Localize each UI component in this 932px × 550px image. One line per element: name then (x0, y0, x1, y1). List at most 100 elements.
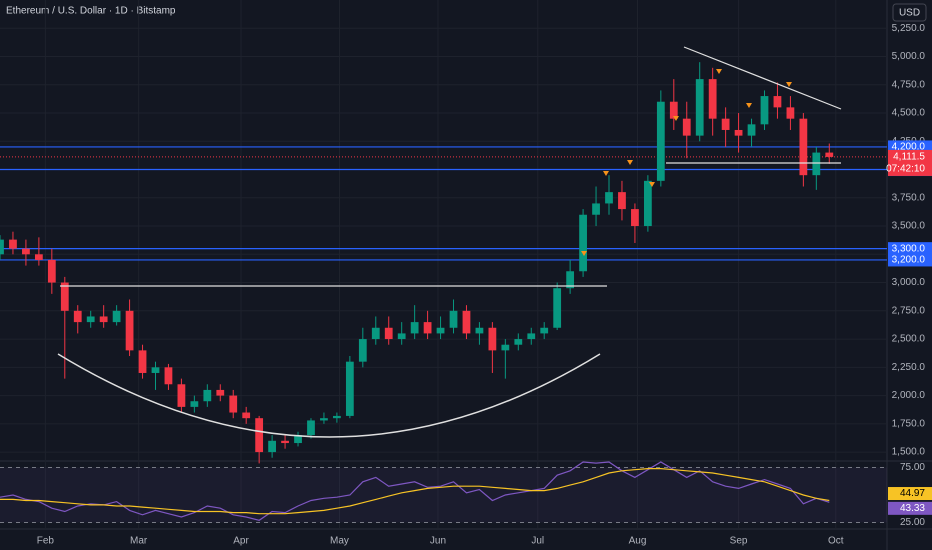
candle-body (294, 435, 302, 444)
x-tick-label: Aug (629, 536, 647, 547)
candle-body (566, 271, 575, 289)
last-price-label: 4,111.5 (893, 152, 925, 163)
rsi-line (0, 461, 830, 521)
candle-body (656, 101, 665, 181)
candle-body (410, 322, 419, 334)
candle-body (177, 384, 186, 407)
rsi-line (0, 468, 830, 515)
candle-body (747, 124, 756, 136)
rsi-tick-label: 25.00 (900, 517, 925, 528)
candle-body (682, 118, 691, 136)
candle-body (268, 440, 276, 453)
candle-body (475, 327, 484, 334)
x-tick-label: Sep (730, 536, 748, 547)
marker (581, 251, 587, 256)
candle-body (631, 209, 639, 227)
x-tick-label: Oct (828, 536, 844, 547)
y-tick-label: 5,000.0 (892, 51, 926, 62)
candle-body (540, 327, 549, 334)
candle-body (579, 214, 587, 272)
level-tag (888, 242, 932, 256)
rsi-band (0, 467, 887, 523)
y-tick-label: 1,500.0 (892, 447, 926, 458)
y-tick-label: 1,750.0 (892, 418, 926, 429)
candle-body (708, 79, 717, 119)
cup-curve (57, 353, 601, 438)
level-label: 4,200.0 (892, 142, 926, 153)
candle-body (384, 327, 393, 340)
candle-body (773, 96, 782, 108)
level-label: 3,300.0 (892, 243, 926, 254)
candle-body (786, 107, 795, 119)
candle-body (501, 344, 510, 351)
y-tick-label: 4,500.0 (892, 108, 926, 119)
candle-body (825, 152, 834, 157)
rsi-value-label: 43.33 (900, 503, 925, 514)
candle-body (99, 316, 108, 323)
y-tick-label: 3,750.0 (892, 192, 926, 203)
marker (716, 69, 722, 74)
candle-body (0, 239, 4, 255)
x-tick-label: Apr (233, 536, 249, 547)
level-label: 3,200.0 (892, 255, 926, 266)
x-tick-label: May (330, 536, 349, 547)
candle-body (281, 440, 289, 444)
signal-markers (581, 69, 792, 256)
candle-body (9, 239, 17, 249)
candle-body (514, 339, 523, 345)
candle-body (73, 310, 82, 323)
level-tag (888, 253, 932, 267)
candle-body (553, 288, 562, 328)
trend-line (683, 46, 842, 110)
rsi-value-tag (888, 501, 932, 515)
candle-body (151, 367, 160, 373)
rsi-value-label: 44.97 (900, 488, 925, 499)
rsi-value-tag (888, 487, 932, 501)
candle-body (138, 350, 147, 373)
candle-body (799, 118, 808, 176)
y-tick-label: 3,000.0 (892, 277, 926, 288)
candle-body (255, 418, 264, 453)
candles (0, 62, 834, 521)
axis-labels: Feb Mar Apr May Jun Jul Aug Sep Oct 1,500.0 1,750.… (37, 23, 932, 547)
y-tick-label: 2,750.0 (892, 305, 926, 316)
rsi-tick-label: 75.00 (900, 462, 925, 473)
y-tick-label: 3,500.0 (892, 221, 926, 232)
candle-body (695, 79, 704, 136)
candle-body (423, 322, 432, 334)
currency-label: USD (899, 8, 920, 19)
candle-body (721, 118, 730, 130)
candle-body (449, 310, 458, 328)
candle-body (669, 101, 678, 119)
candle-body (643, 180, 652, 227)
candle-body (397, 333, 406, 340)
candle-body (358, 339, 367, 362)
candle-body (760, 96, 769, 125)
candle-body (125, 310, 134, 351)
x-tick-label: Jul (531, 536, 544, 547)
x-tick-label: Mar (130, 536, 148, 547)
candle-body (320, 418, 328, 421)
chart-title: Ethereum / U.S. Dollar · 1D · Bitstamp (6, 6, 176, 17)
candle-body (436, 327, 445, 334)
candle-body (618, 192, 626, 210)
candle-body (47, 259, 56, 283)
candle-body (112, 310, 121, 323)
candle-body (203, 389, 212, 402)
marker (673, 116, 679, 121)
currency-button[interactable] (892, 3, 927, 22)
candle-body (164, 367, 173, 385)
candle-body (333, 415, 341, 419)
candle-body (307, 420, 315, 436)
candle-body (812, 152, 821, 176)
candle-body (242, 412, 251, 419)
y-tick-label: 2,250.0 (892, 362, 926, 373)
y-tick-label: 5,250.0 (892, 23, 926, 34)
candle-body (34, 254, 43, 260)
x-tick-label: Jun (430, 536, 446, 547)
countdown-label: 07:42:10 (886, 164, 925, 175)
candle-body (190, 401, 199, 407)
